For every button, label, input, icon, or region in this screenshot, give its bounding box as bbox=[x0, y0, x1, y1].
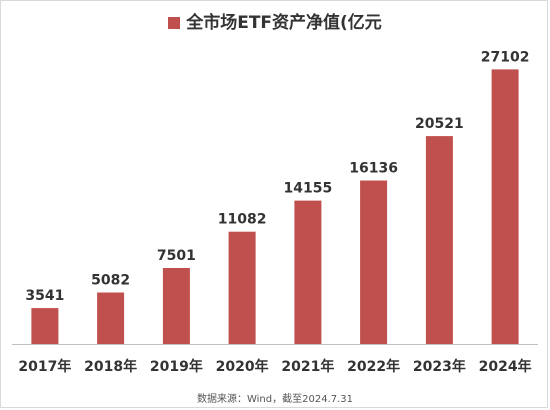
bar-5 bbox=[360, 180, 388, 344]
bar-4 bbox=[294, 200, 322, 344]
chart-legend: 全市场ETF资产净值(亿元 bbox=[0, 8, 550, 33]
bar-7 bbox=[491, 69, 519, 345]
data-label-1: 5082 bbox=[91, 273, 130, 289]
data-label-2: 7501 bbox=[157, 248, 196, 264]
legend-swatch bbox=[168, 17, 181, 29]
bar-2 bbox=[162, 268, 190, 344]
bar-6 bbox=[425, 136, 453, 344]
x-tick-label-6: 2023年 bbox=[413, 358, 466, 375]
data-label-4: 14155 bbox=[284, 181, 333, 197]
x-tick-label-0: 2017年 bbox=[18, 358, 71, 375]
bar-0 bbox=[31, 308, 59, 344]
x-tick-label-1: 2018年 bbox=[84, 358, 137, 375]
data-label-3: 11082 bbox=[218, 212, 267, 228]
x-tick-label-5: 2022年 bbox=[347, 358, 400, 375]
data-label-5: 16136 bbox=[349, 161, 398, 177]
x-tick-label-2: 2019年 bbox=[150, 358, 203, 375]
data-label-6: 20521 bbox=[415, 116, 464, 132]
data-label-7: 27102 bbox=[481, 49, 530, 65]
x-tick-label-7: 2024年 bbox=[479, 358, 532, 375]
bar-1 bbox=[97, 292, 125, 344]
bar-3 bbox=[228, 231, 256, 344]
legend-label: 全市场ETF资产净值(亿元 bbox=[186, 13, 382, 33]
x-tick-label-3: 2020年 bbox=[216, 358, 269, 375]
data-label-0: 3541 bbox=[25, 288, 64, 304]
source-note: 数据来源：Wind，截至2024.7.31 bbox=[196, 394, 354, 405]
x-tick-label-4: 2021年 bbox=[281, 358, 334, 375]
